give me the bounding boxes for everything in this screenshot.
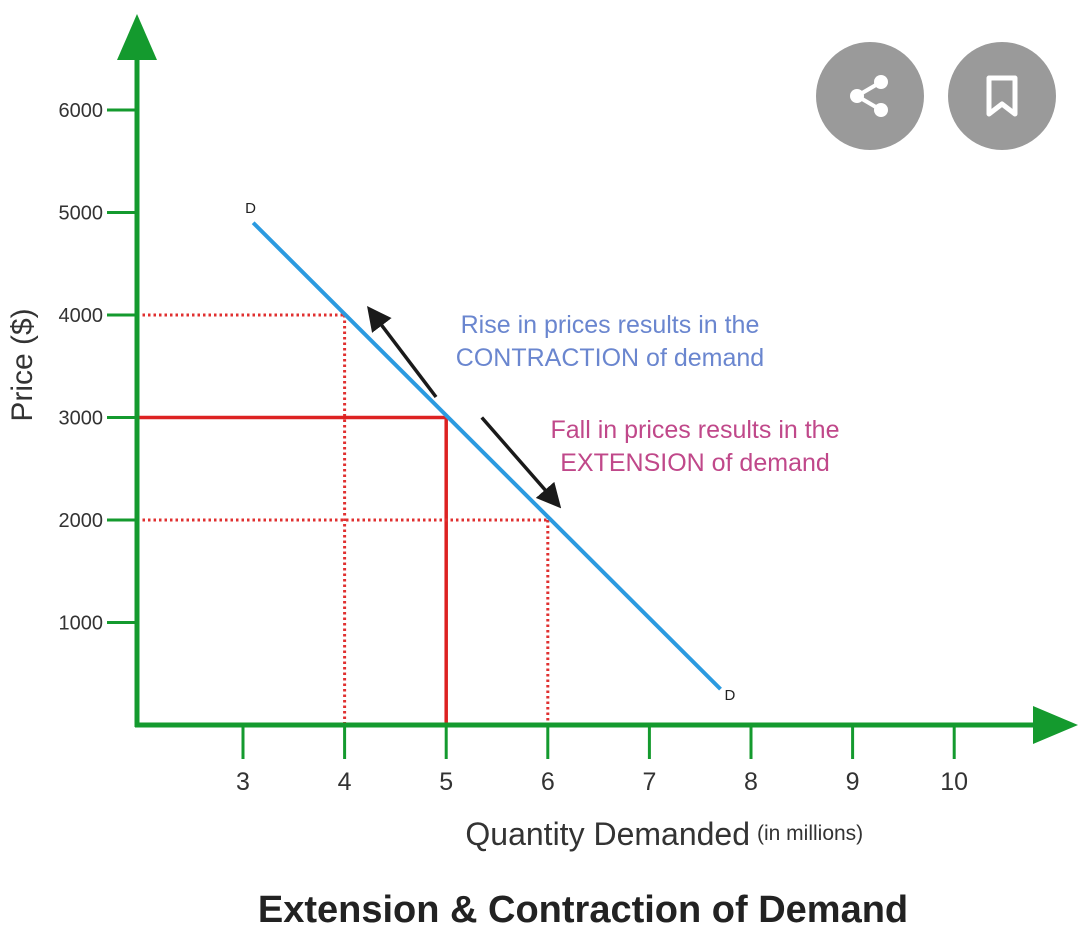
x-tick-label: 3 — [236, 768, 250, 796]
x-tick-label: 5 — [439, 768, 453, 796]
share-icon — [850, 75, 888, 117]
y-tick-label: 6000 — [59, 100, 104, 122]
y-tick-label: 2000 — [59, 510, 104, 532]
bookmark-icon — [986, 75, 1018, 117]
cut-off-page-text — [40, 905, 1040, 937]
y-axis-arrowhead — [117, 14, 157, 60]
x-tick-label: 7 — [642, 768, 656, 796]
x-tick-label: 9 — [846, 768, 860, 796]
annotation-line: Rise in prices results in the — [461, 311, 760, 339]
y-axis-title: Price ($) — [6, 308, 39, 421]
x-tick-label: 10 — [940, 768, 968, 796]
x-tick-label: 6 — [541, 768, 555, 796]
y-tick-label: 1000 — [59, 613, 104, 635]
x-tick-label: 4 — [338, 768, 352, 796]
y-tick-label: 5000 — [59, 203, 104, 225]
extension-arrow — [480, 416, 562, 509]
annotation-line: CONTRACTION of demand — [456, 344, 764, 372]
y-tick-label: 3000 — [59, 408, 104, 430]
x-axis-title: Quantity Demanded — [465, 816, 750, 852]
contraction-arrow — [367, 305, 438, 399]
annotation-line: EXTENSION of demand — [560, 449, 830, 477]
chart-title: Extension & Contraction of Demand — [258, 889, 908, 931]
bookmark-button[interactable] — [948, 42, 1056, 150]
share-button[interactable] — [816, 42, 924, 150]
y-tick-label: 4000 — [59, 305, 104, 327]
x-axis-title-suffix: (in millions) — [757, 822, 863, 845]
annotation-line: Fall in prices results in the — [550, 416, 839, 444]
demand-curve-label-end: D — [725, 687, 736, 704]
x-axis-arrowhead — [1033, 706, 1078, 744]
demand-curve-label-start: D — [245, 200, 256, 217]
demand-curve — [251, 221, 722, 691]
x-tick-label: 8 — [744, 768, 758, 796]
